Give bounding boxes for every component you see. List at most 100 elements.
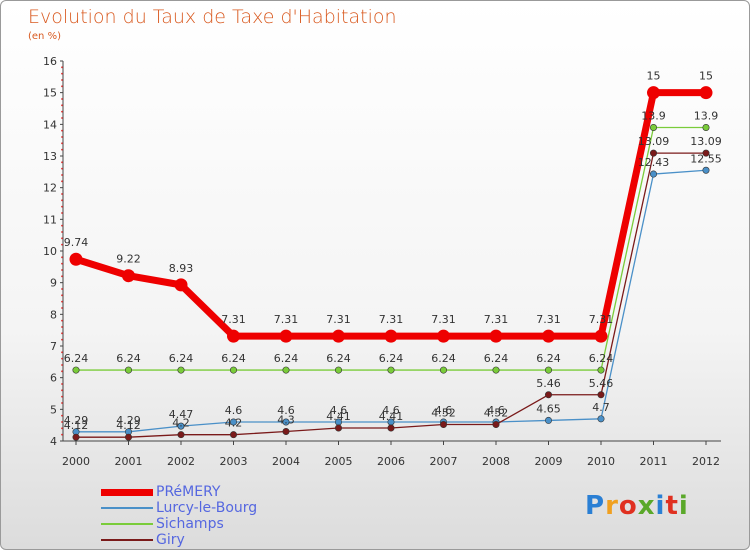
y-tick-label: 16 <box>43 55 57 68</box>
series-point-1 <box>230 418 238 426</box>
data-label: 4.6 <box>382 404 400 417</box>
data-label: 6.24 <box>169 352 194 365</box>
y-minor-dot <box>61 275 63 278</box>
series-point-main <box>332 329 345 343</box>
legend-swatch <box>101 507 153 509</box>
y-minor-dot <box>61 338 63 341</box>
series-point-2 <box>439 366 447 374</box>
legend-label: Lurcy-le-Bourg <box>156 500 258 516</box>
series-line-0 <box>72 89 710 340</box>
y-minor-dot <box>61 66 63 69</box>
y-minor-dot <box>61 161 63 164</box>
logo-letter: P <box>585 491 606 521</box>
x-tick-label: 2007 <box>430 455 458 468</box>
legend-label: Sichamps <box>156 516 224 532</box>
series-point-3 <box>177 431 185 439</box>
series-point-3 <box>597 391 605 399</box>
chart-title: Evolution du Taux de Taxe d'Habitation <box>28 6 397 28</box>
legend-swatch <box>101 539 153 541</box>
y-minor-dot <box>61 174 63 176</box>
data-label: 6.24 <box>379 352 404 365</box>
y-minor-dot <box>61 383 63 385</box>
y-tick-label: 14 <box>43 118 57 131</box>
data-label: 4.47 <box>169 408 194 421</box>
series-point-2 <box>597 366 605 374</box>
series-point-main <box>384 329 398 343</box>
y-minor-dot <box>61 389 63 392</box>
data-label: 4.6 <box>277 404 295 417</box>
series-point-main <box>594 329 608 343</box>
logo-letter: o <box>618 491 638 521</box>
data-label: 4.2 <box>172 417 190 430</box>
logo-letter: r <box>605 491 619 521</box>
series-point-2 <box>282 366 290 374</box>
y-minor-dot <box>61 231 63 233</box>
data-label: 4.12 <box>116 419 141 432</box>
series-point-3 <box>282 427 290 435</box>
data-label: 7.31 <box>221 313 246 326</box>
y-minor-dot <box>61 395 63 398</box>
data-label: 4.52 <box>431 407 456 420</box>
series-point-main <box>489 329 503 343</box>
data-label: 6.24 <box>536 352 561 365</box>
data-label: 4.7 <box>592 401 610 414</box>
y-minor-dot <box>61 402 63 404</box>
y-minor-dot <box>61 364 63 366</box>
series-point-main <box>69 252 83 266</box>
x-tick-label: 2003 <box>220 455 248 468</box>
series-point-1 <box>282 418 290 426</box>
series-point-3 <box>544 391 552 399</box>
series-point-1 <box>544 416 552 424</box>
y-minor-dot <box>61 421 63 423</box>
data-label: 7.31 <box>484 313 509 326</box>
y-minor-dot <box>61 319 63 322</box>
y-minor-dot <box>61 212 63 214</box>
series-point-2 <box>72 366 80 374</box>
data-label: 15 <box>699 70 713 83</box>
y-tick-label: 10 <box>43 245 57 258</box>
data-label: 6.24 <box>326 352 351 365</box>
y-minor-dot <box>61 370 63 373</box>
logo-letter: i <box>678 491 689 521</box>
y-tick-label: 9 <box>50 277 57 290</box>
data-label: 4.65 <box>536 402 561 415</box>
data-label: 13.9 <box>641 110 666 123</box>
series-point-main <box>542 329 555 343</box>
y-minor-dot <box>61 193 63 195</box>
series-point-3 <box>387 424 395 432</box>
logo-letter: t <box>665 491 679 521</box>
y-tick-label: 4 <box>50 435 57 448</box>
series-point-1 <box>649 170 657 178</box>
data-label: 8.93 <box>169 262 194 275</box>
data-label: 6.24 <box>484 352 509 365</box>
x-tick-label: 2009 <box>535 455 563 468</box>
data-label: 12.55 <box>690 152 722 165</box>
y-minor-dot <box>61 79 63 81</box>
data-label: 7.31 <box>536 313 561 326</box>
x-tick-label: 2000 <box>62 455 90 468</box>
legend-label: PRéMERY <box>156 484 221 500</box>
y-minor-dot <box>61 199 63 202</box>
y-minor-dot <box>61 288 63 290</box>
y-minor-dot <box>61 414 63 417</box>
y-minor-dot <box>61 256 63 259</box>
x-tick-label: 2011 <box>640 455 668 468</box>
data-label: 4.29 <box>64 414 89 427</box>
y-tick-label: 15 <box>43 87 57 100</box>
series-point-main <box>174 278 188 292</box>
data-labels: 9.74 9.22 8.93 7.31 7.31 7.31 7.31 7.31 7.31 7.31… <box>64 70 722 433</box>
data-label: 6.24 <box>64 352 89 365</box>
series-point-3 <box>125 433 133 441</box>
data-label: 7.31 <box>431 313 456 326</box>
series-point-3 <box>230 431 238 439</box>
series-point-main <box>647 86 660 100</box>
data-label: 4.6 <box>487 404 505 417</box>
series-point-3 <box>702 149 710 157</box>
series-point-1 <box>702 166 710 174</box>
data-label: 5.46 <box>589 377 614 390</box>
y-minor-dot <box>61 294 63 297</box>
series-point-main <box>437 329 450 343</box>
series-point-3 <box>439 421 447 429</box>
data-label: 4.41 <box>379 410 404 423</box>
